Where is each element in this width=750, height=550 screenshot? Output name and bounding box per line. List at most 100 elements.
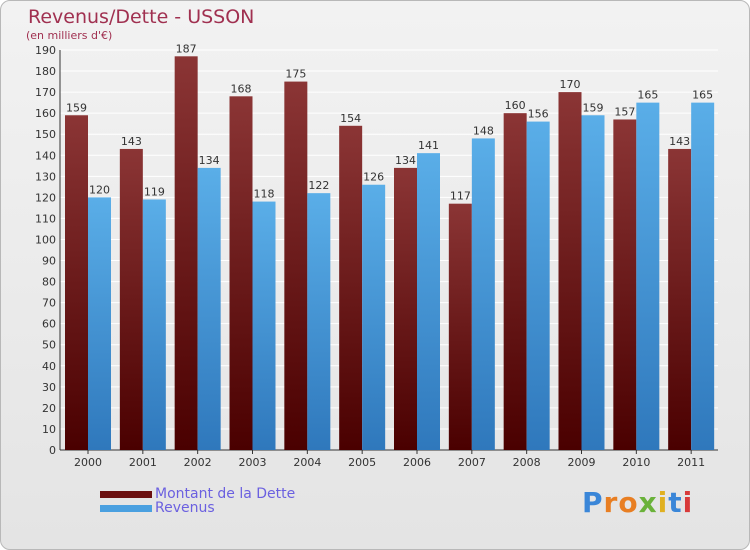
x-tick-label: 2000 xyxy=(74,456,102,469)
bar-value-label: 117 xyxy=(450,190,471,203)
bar-value-label: 159 xyxy=(66,101,87,114)
y-tick-label: 90 xyxy=(42,255,56,268)
bar-dette xyxy=(119,148,143,450)
bar-value-label: 122 xyxy=(308,179,329,192)
bar-value-label: 157 xyxy=(614,105,635,118)
chart-subtitle: (en milliers d'€) xyxy=(26,29,113,42)
y-tick-label: 160 xyxy=(35,107,56,120)
bar-dette xyxy=(394,167,417,451)
x-tick-label: 2008 xyxy=(513,456,541,469)
y-tick-label: 40 xyxy=(42,360,56,373)
x-tick-label: 2007 xyxy=(458,456,486,469)
y-tick-label: 60 xyxy=(42,318,56,331)
bar-value-label: 165 xyxy=(692,89,713,102)
bar-value-label: 156 xyxy=(528,108,549,121)
bar-value-label: 187 xyxy=(176,42,197,55)
legend-label-dette: Montant de la Dette xyxy=(155,486,296,502)
y-tick-label: 10 xyxy=(42,423,56,436)
x-tick-label: 2010 xyxy=(622,456,650,469)
grid-lines xyxy=(59,49,718,451)
x-tick-label: 2011 xyxy=(677,456,705,469)
y-tick-label: 140 xyxy=(35,149,56,162)
bar-dette xyxy=(558,92,582,451)
bar-revenus xyxy=(88,197,111,450)
bar-dette xyxy=(174,56,198,450)
y-tick-label: 100 xyxy=(35,233,56,246)
logo-letter: i xyxy=(682,486,694,519)
bar-revenus xyxy=(142,199,166,450)
chart-title: Revenus/Dette - USSON xyxy=(28,6,255,28)
x-tick-label: 2001 xyxy=(129,456,157,469)
bar-revenus xyxy=(636,102,660,450)
bar-revenus xyxy=(417,153,440,450)
bar-dette xyxy=(613,119,637,450)
bar-value-label: 118 xyxy=(254,188,275,201)
bar-revenus xyxy=(252,201,276,450)
bar-dette xyxy=(339,125,363,450)
bar-revenus xyxy=(581,115,605,451)
bar-value-label: 168 xyxy=(231,82,252,95)
bars xyxy=(65,56,715,451)
legend-swatch-revenus xyxy=(100,504,152,512)
x-tick-label: 2005 xyxy=(348,456,376,469)
y-tick-label: 50 xyxy=(42,339,56,352)
y-tick-label: 130 xyxy=(35,170,56,183)
x-tick-label: 2006 xyxy=(403,456,431,469)
bar-value-label: 141 xyxy=(418,139,439,152)
bar-value-label: 160 xyxy=(505,99,526,112)
bar-labels: 1591201431191871341681181751221541261341… xyxy=(66,42,713,202)
legend-item-dette: Montant de la Dette xyxy=(100,486,295,502)
bar-value-label: 154 xyxy=(340,112,361,125)
y-tick-label: 150 xyxy=(35,128,56,141)
y-tick-label: 70 xyxy=(42,297,56,310)
bar-dette xyxy=(284,81,308,450)
x-tick-label: 2009 xyxy=(568,456,596,469)
legend-label-revenus: Revenus xyxy=(155,500,215,516)
logo-letter: r xyxy=(603,486,619,519)
bar-value-label: 159 xyxy=(583,101,604,114)
x-tick-label: 2003 xyxy=(239,456,267,469)
y-tick-label: 190 xyxy=(35,44,56,57)
bar-value-label: 120 xyxy=(89,183,110,196)
bar-dette xyxy=(503,113,527,450)
bar-revenus xyxy=(362,184,386,450)
logo-letter: i xyxy=(657,486,669,519)
bar-value-label: 143 xyxy=(669,135,690,148)
bar-value-label: 165 xyxy=(637,89,658,102)
y-axis-ticks: 0 10 20 30 40 50 60 70 80 90 100 110 120 130 140 150 160… xyxy=(35,44,56,457)
logo-letter: o xyxy=(618,486,639,519)
bar-revenus xyxy=(691,102,715,450)
y-tick-label: 170 xyxy=(35,86,56,99)
bar-value-label: 148 xyxy=(473,124,494,137)
logo-letter: t xyxy=(668,486,683,519)
y-tick-label: 110 xyxy=(35,212,56,225)
bar-revenus xyxy=(197,167,221,451)
logo-letter: P xyxy=(582,486,604,519)
legend-swatch-dette xyxy=(100,490,152,498)
y-tick-label: 180 xyxy=(35,65,56,78)
bar-value-label: 119 xyxy=(144,185,165,198)
bar-value-label: 170 xyxy=(560,78,581,91)
bar-revenus xyxy=(307,193,331,450)
bar-revenus xyxy=(471,138,495,450)
proxiti-logo: Proxiti xyxy=(582,486,693,519)
bar-value-label: 134 xyxy=(395,154,416,167)
x-tick-label: 2002 xyxy=(184,456,212,469)
y-tick-label: 0 xyxy=(49,444,56,457)
bar-value-label: 143 xyxy=(121,135,142,148)
y-tick-label: 30 xyxy=(42,381,56,394)
bar-dette xyxy=(448,203,472,450)
legend-item-revenus: Revenus xyxy=(100,500,215,516)
bar-dette xyxy=(668,148,692,450)
bar-dette xyxy=(229,96,253,450)
bar-dette xyxy=(65,115,88,451)
y-tick-label: 20 xyxy=(42,402,56,415)
y-tick-label: 80 xyxy=(42,276,56,289)
y-tick-label: 120 xyxy=(35,191,56,204)
bar-value-label: 134 xyxy=(199,154,220,167)
x-tick-label: 2004 xyxy=(293,456,321,469)
x-axis-ticks: 2000 2001 2002 2003 2004 2005 2006 2007 2008 2009… xyxy=(74,450,705,469)
bar-value-label: 175 xyxy=(285,68,306,81)
bar-revenus xyxy=(526,121,550,450)
